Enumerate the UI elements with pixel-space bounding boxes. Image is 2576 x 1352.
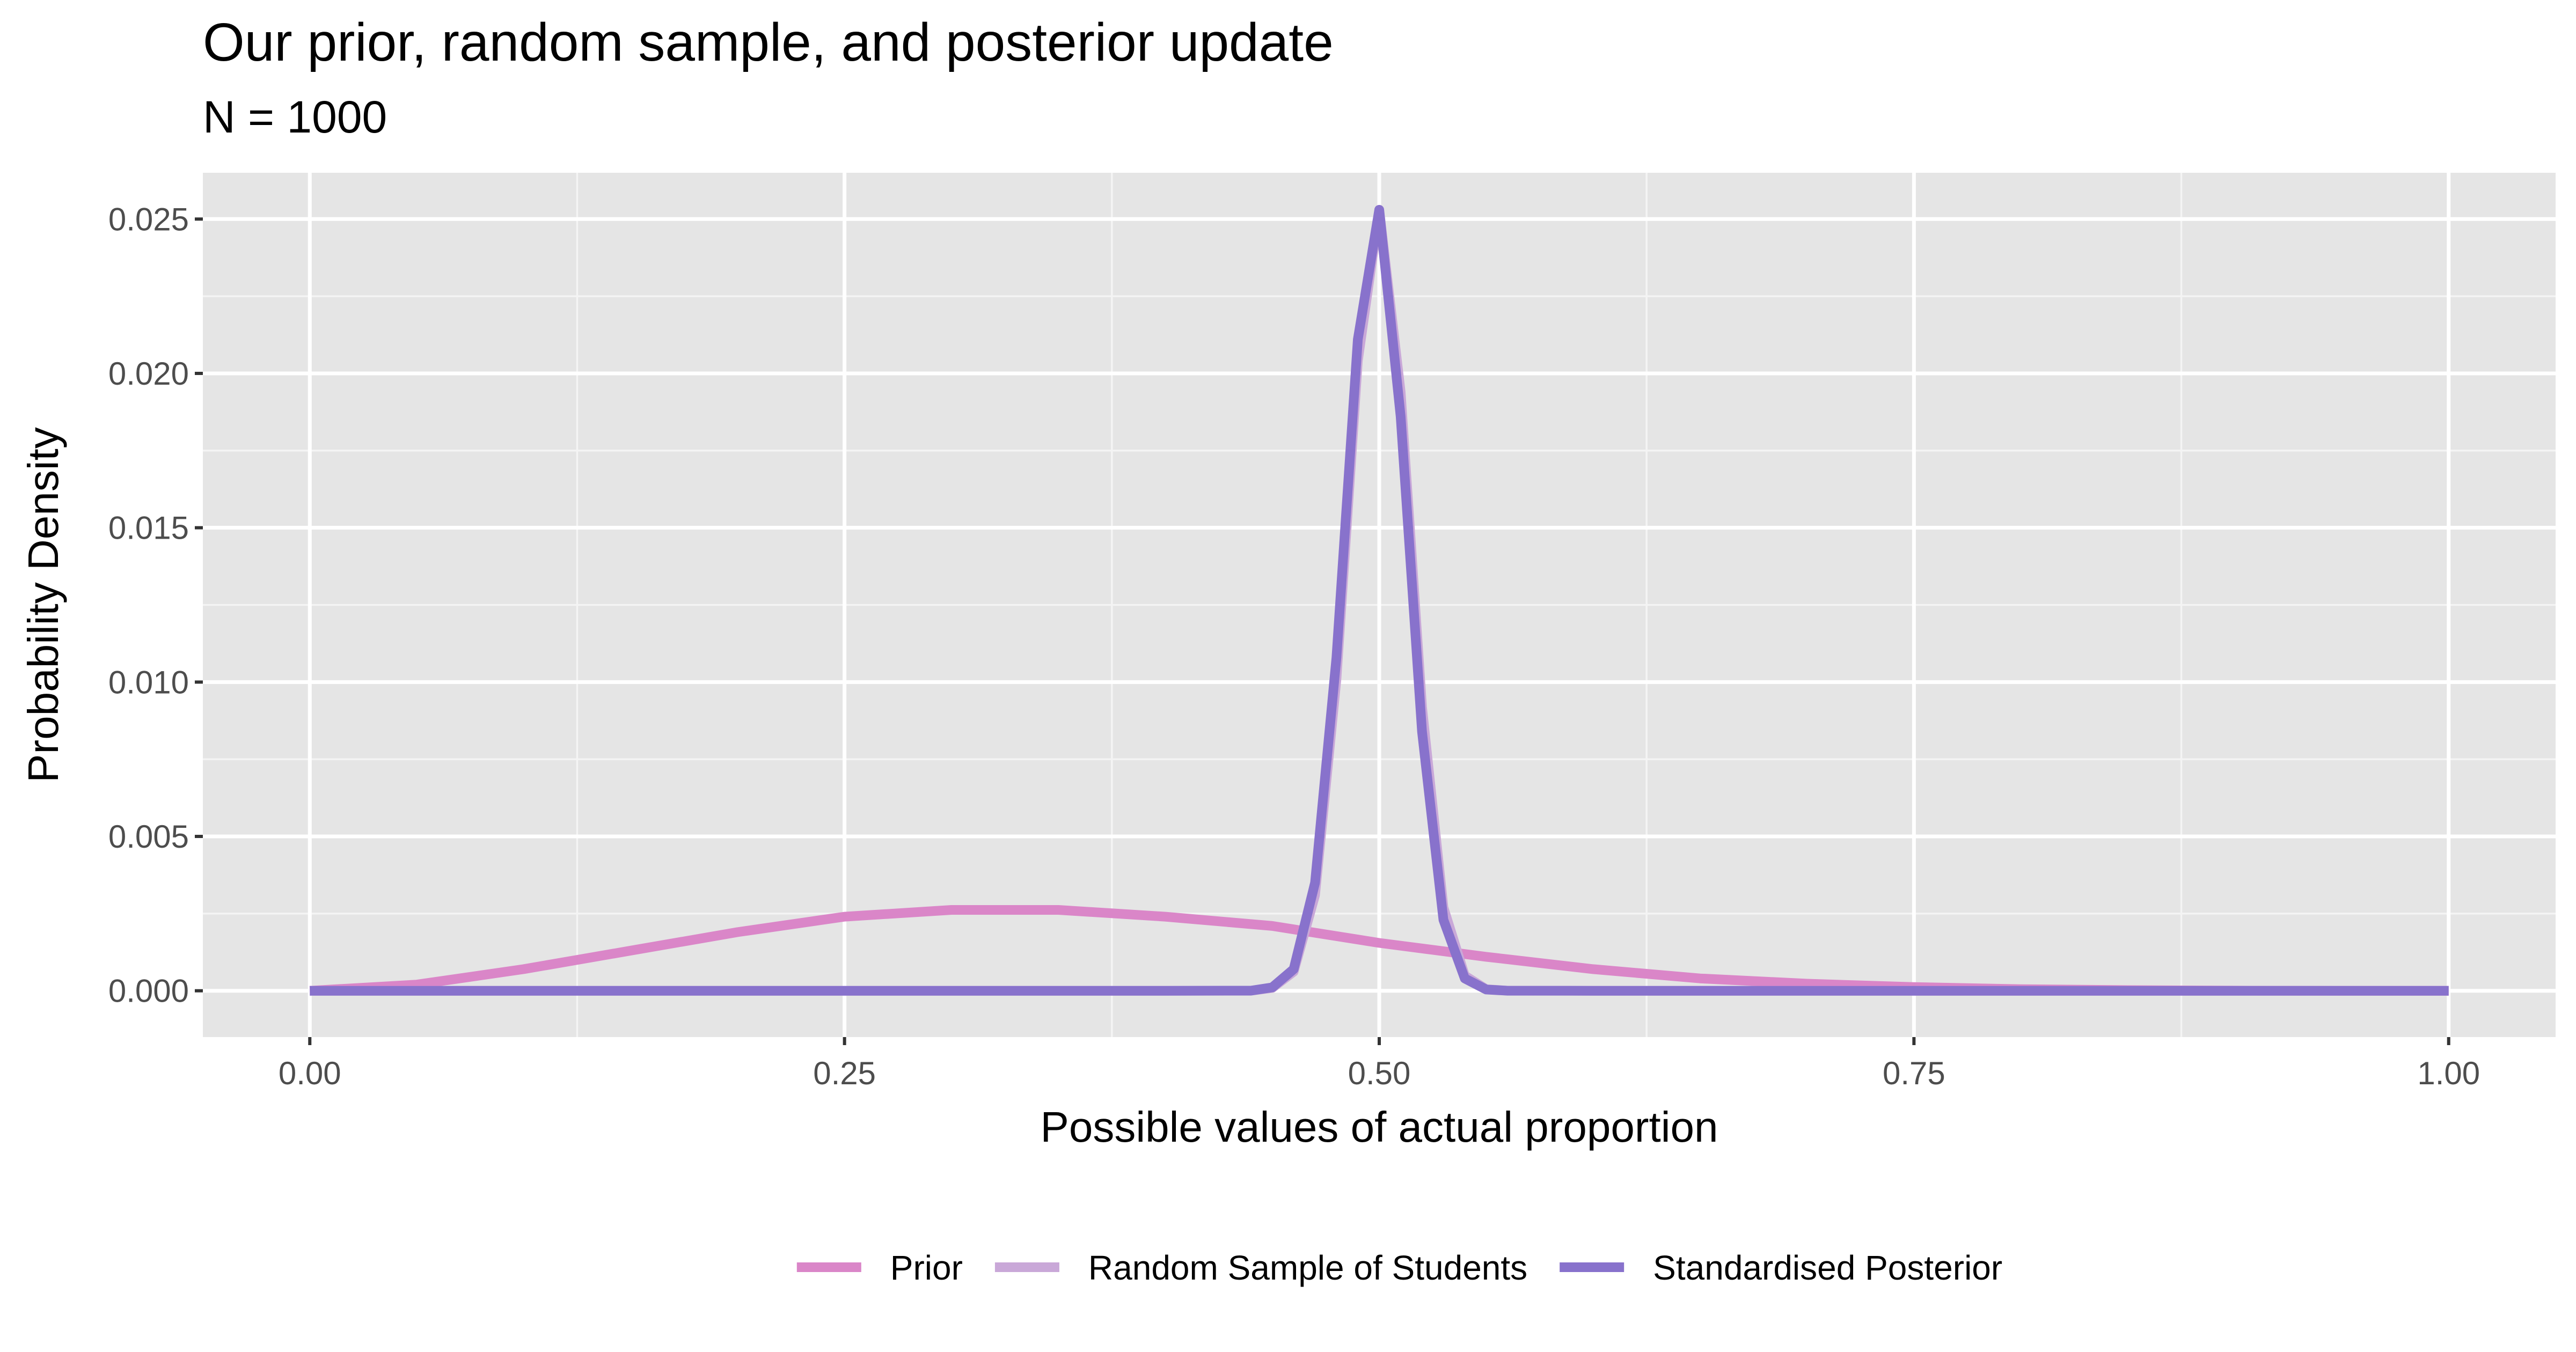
y-tick-label: 0.010	[108, 664, 189, 700]
legend: Prior Random Sample of Students Standardis…	[796, 1248, 2002, 1287]
y-tick-label: 0.020	[108, 356, 189, 392]
series-line-3	[310, 205, 2449, 996]
y-tick-label: 0.000	[108, 973, 189, 1009]
series-lines	[309, 205, 2449, 996]
y-tick-label: 0.025	[108, 201, 189, 237]
chart-title: Our prior, random sample, and posterior …	[203, 12, 1334, 72]
x-tick-label: 0.00	[279, 1055, 341, 1091]
legend-label: Standardised Posterior	[1653, 1248, 2002, 1287]
x-axis: 0.00 0.25 0.50 0.75 1.00	[279, 1037, 2480, 1091]
x-axis-title: Possible values of actual proportion	[1041, 1103, 1718, 1151]
y-axis: 0.000 0.005 0.010 0.015 0.020 0.025	[108, 201, 203, 1009]
y-axis-title: Probability Density	[19, 427, 67, 783]
x-tick-label: 0.25	[813, 1055, 876, 1091]
x-tick-label: 1.00	[2417, 1055, 2480, 1091]
x-tick-label: 0.75	[1883, 1055, 1945, 1091]
legend-label: Random Sample of Students	[1088, 1248, 1527, 1287]
y-tick-label: 0.005	[108, 819, 189, 855]
legend-label: Prior	[890, 1248, 963, 1287]
chart-subtitle: N = 1000	[203, 92, 387, 142]
y-tick-label: 0.015	[108, 510, 189, 546]
x-tick-label: 0.50	[1348, 1055, 1411, 1091]
